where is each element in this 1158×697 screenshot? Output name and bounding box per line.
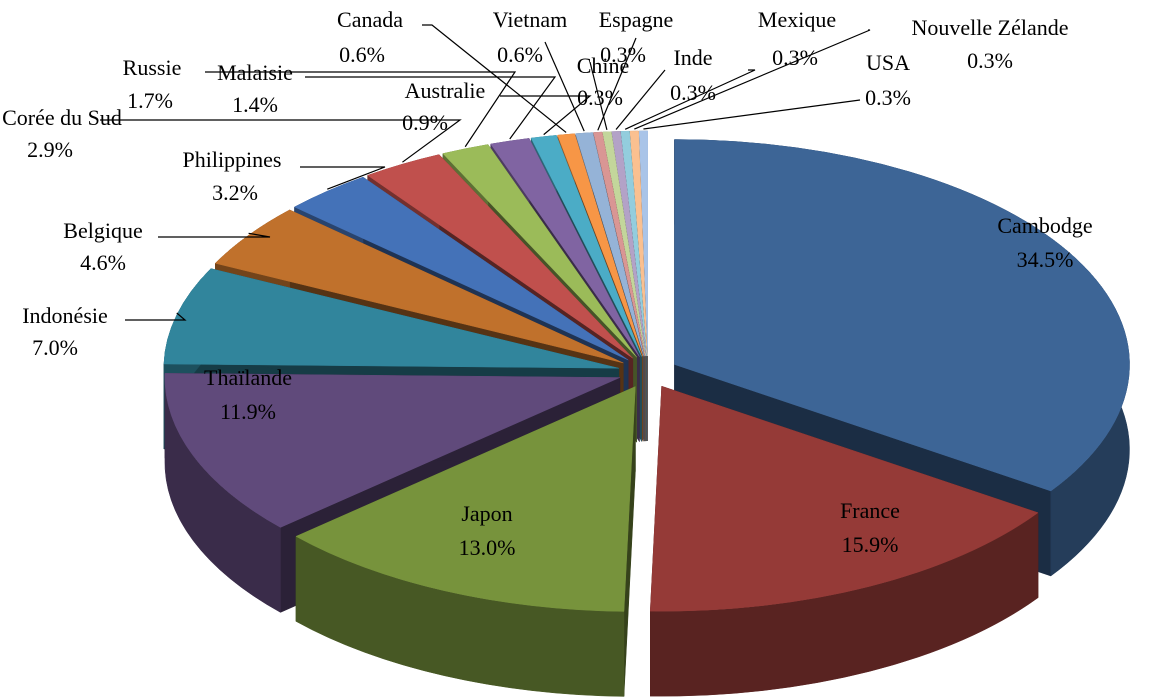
leader-line [158,232,271,238]
value-label: 0.6% [497,42,543,67]
slice [163,268,619,369]
category-label: Russie [123,55,182,80]
category-label: Corée du Sud [2,105,122,130]
value-label: 15.9% [842,532,899,557]
category-label: Philippines [182,147,281,172]
leader-line [300,166,386,190]
value-label: 13.0% [459,535,516,560]
category-label: Malaisie [217,60,293,85]
slice [629,130,648,357]
slice [530,135,642,357]
value-label: 7.0% [32,335,78,360]
leader-line [624,69,756,130]
slice [650,385,1039,612]
leader-line [305,76,557,140]
slice [295,386,636,612]
category-label: Australie [405,78,486,103]
slice [367,154,633,359]
leader-line [597,37,637,131]
category-label: Nouvelle Zélande [912,15,1069,40]
slice [293,176,629,361]
category-label: Canada [337,7,403,32]
value-label: 0.3% [772,45,818,70]
category-label: Thaïlande [204,365,292,390]
leader-line [589,61,608,131]
value-label: 1.7% [127,88,173,113]
category-label: Indonésie [22,303,108,328]
leader-line [205,71,517,148]
category-label: Japon [461,501,512,526]
category-label: France [840,498,900,523]
leader-line [544,41,585,132]
value-label: 0.3% [967,48,1013,73]
value-label: 0.3% [577,85,623,110]
slice [620,130,647,357]
category-label: Cambodge [997,213,1092,238]
category-label: Espagne [599,7,674,32]
value-label: 0.3% [670,80,716,105]
slice [593,131,646,357]
value-label: 0.9% [402,110,448,135]
value-label: 0.3% [600,42,646,67]
leader-line [100,119,462,163]
category-label: Belgique [63,218,142,243]
category-label: Inde [673,45,712,70]
leader-line [643,99,861,130]
slice [214,209,624,364]
category-label: Mexique [758,7,836,32]
slice [557,133,644,357]
category-label: USA [866,50,910,75]
leader-line [125,312,187,321]
value-label: 3.2% [212,180,258,205]
value-label: 0.6% [339,42,385,67]
leader-line [634,29,871,130]
leader-line [422,24,567,133]
leader-line [615,69,666,130]
slice [164,373,620,528]
slice [442,144,637,358]
value-label: 1.4% [232,92,278,117]
slice [602,131,646,357]
category-label: Vietnam [493,7,567,32]
slice [490,138,640,357]
slice [611,131,647,357]
category-label: Chine [577,53,630,78]
slice [674,139,1130,492]
leader-line [500,95,592,136]
slice [638,130,648,357]
value-label: 0.3% [865,85,911,110]
value-label: 34.5% [1017,247,1074,272]
slice [575,132,645,357]
value-label: 2.9% [27,137,73,162]
value-label: 4.6% [80,250,126,275]
value-label: 11.9% [220,399,276,424]
